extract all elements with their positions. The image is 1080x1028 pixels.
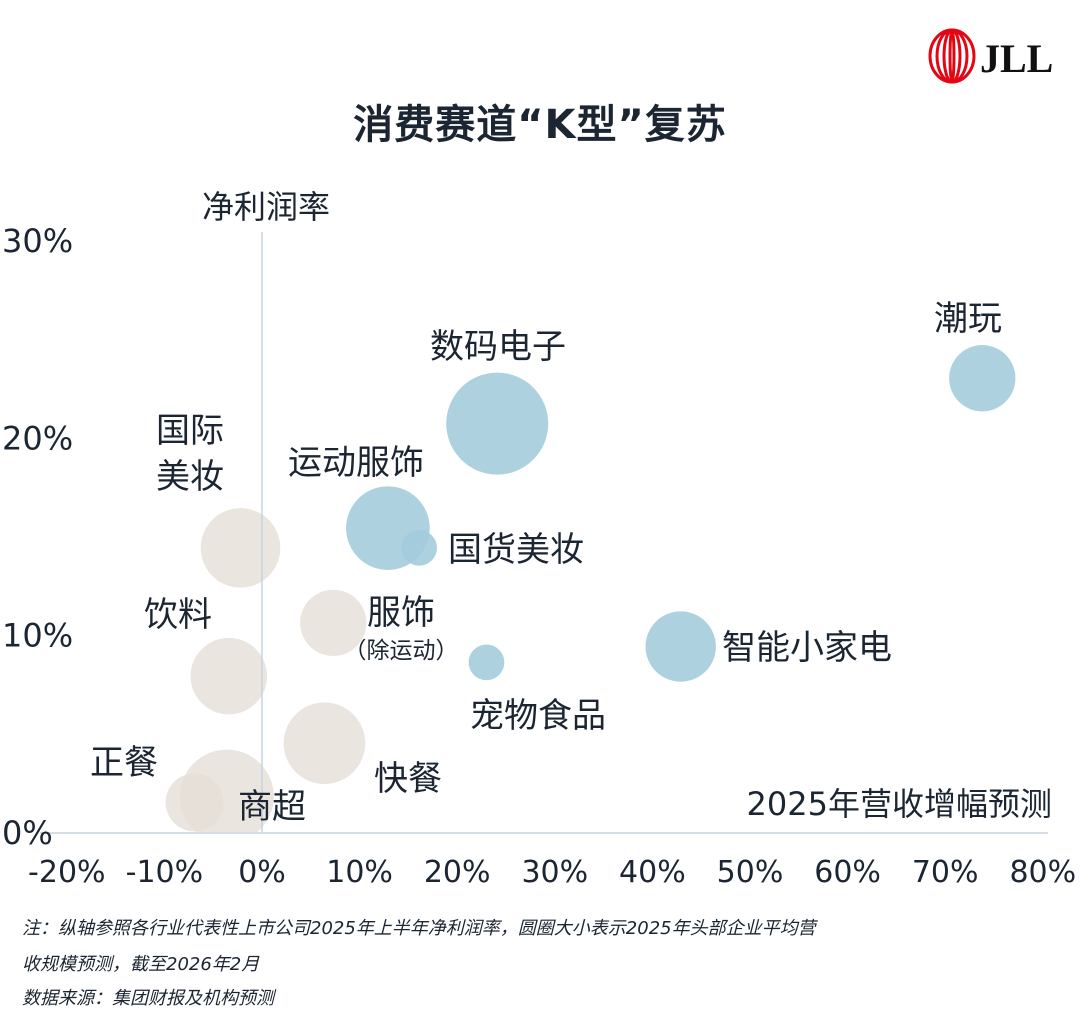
x-tick-label: 20%: [424, 855, 491, 890]
bubble-label: 宠物食品: [470, 696, 606, 736]
y-axis-title: 净利润率: [202, 188, 330, 226]
x-tick-label: 10%: [326, 855, 393, 890]
bubble-服饰: [300, 589, 367, 657]
x-tick-label: -20%: [28, 855, 106, 890]
bubble-饮料: [190, 637, 268, 715]
bubble-智能小家电: [645, 611, 716, 682]
footnote-line-2: 收规模预测，截至2026年2月: [22, 954, 260, 975]
bubble-国货美妆: [401, 530, 437, 566]
bubble-国际美妆: [200, 508, 281, 588]
bubble-label: 饮料: [144, 595, 212, 635]
bubble-数码电子: [446, 372, 549, 475]
y-tick-label: 10%: [2, 617, 73, 655]
chart-title: 消费赛道“K型”复苏: [353, 102, 727, 148]
svg-text:JLL: JLL: [980, 36, 1053, 81]
source-note: 数据来源：集团财报及机构预测: [22, 988, 274, 1009]
bubble-label: 数码电子: [430, 327, 566, 367]
jll-logo: JLL: [928, 28, 1053, 84]
bubble-label: 商超: [238, 787, 306, 827]
bubble-潮玩: [949, 345, 1016, 412]
bubble-label: 服饰: [367, 593, 435, 633]
bubble-sublabel: （除运动）: [344, 638, 459, 664]
x-tick-label: 50%: [717, 855, 784, 890]
x-tick-label: 70%: [912, 855, 979, 890]
x-tick-label: 0%: [238, 855, 286, 890]
y-tick-label: 20%: [2, 419, 73, 457]
y-tick-label: 0%: [2, 814, 53, 852]
y-tick-label: 30%: [2, 222, 73, 260]
bubble-宠物食品: [468, 644, 505, 681]
bubble-快餐: [283, 702, 366, 785]
bubble-label: 智能小家电: [722, 628, 892, 668]
bubble-label: 国货美妆: [448, 530, 584, 570]
bubble-label: 快餐: [374, 759, 442, 799]
x-axis-title: 2025年营收增幅预测: [747, 785, 1052, 823]
x-tick-label: 80%: [1009, 855, 1076, 890]
bubble-label: 潮玩: [934, 299, 1002, 339]
bubble-chart: 净利润率 2025年营收增幅预测 -20% -10% 0% 10% 20% 30% 40% 5…: [2, 188, 1076, 890]
bubble-label: 运动服饰: [288, 443, 424, 483]
x-tick-label: 30%: [521, 855, 588, 890]
x-tick-label: 40%: [619, 855, 686, 890]
x-tick-label: 60%: [814, 855, 881, 890]
x-tick-label: -10%: [126, 855, 204, 890]
bubble-商超: [179, 749, 274, 832]
bubble-label-intl-beauty: 国际美妆: [156, 411, 224, 497]
bubble-label: 正餐: [90, 743, 158, 783]
footnote-line-1: 注：纵轴参照各行业代表性上市公司2025年上半年净利润率，圆圈大小表示2025年…: [22, 918, 816, 939]
